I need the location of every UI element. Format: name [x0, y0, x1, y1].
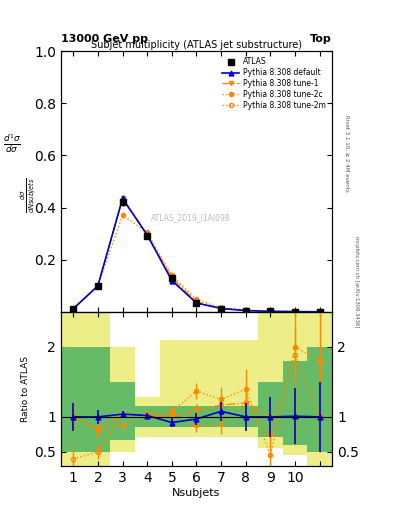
Text: Top: Top: [310, 33, 332, 44]
Text: $\frac{d\sigma}{dNsubjets}$: $\frac{d\sigma}{dNsubjets}$: [18, 177, 37, 212]
Title: Subjet multiplicity (ATLAS jet substructure): Subjet multiplicity (ATLAS jet substruct…: [91, 40, 302, 50]
Text: ATLAS_2019_I1Al098: ATLAS_2019_I1Al098: [151, 214, 231, 223]
Text: Rivet 3.1.10, ≥ 2.4M events: Rivet 3.1.10, ≥ 2.4M events: [344, 115, 349, 192]
Legend: ATLAS, Pythia 8.308 default, Pythia 8.308 tune-1, Pythia 8.308 tune-2c, Pythia 8: ATLAS, Pythia 8.308 default, Pythia 8.30…: [220, 55, 328, 112]
Text: $\frac{d^1\sigma}{d\sigma}$: $\frac{d^1\sigma}{d\sigma}$: [3, 132, 21, 155]
Y-axis label: Ratio to ATLAS: Ratio to ATLAS: [21, 356, 30, 422]
X-axis label: Nsubjets: Nsubjets: [172, 487, 221, 498]
Text: mcplots.cern.ch [arXiv:1306.3436]: mcplots.cern.ch [arXiv:1306.3436]: [354, 236, 359, 327]
Text: 13000 GeV pp: 13000 GeV pp: [61, 33, 148, 44]
